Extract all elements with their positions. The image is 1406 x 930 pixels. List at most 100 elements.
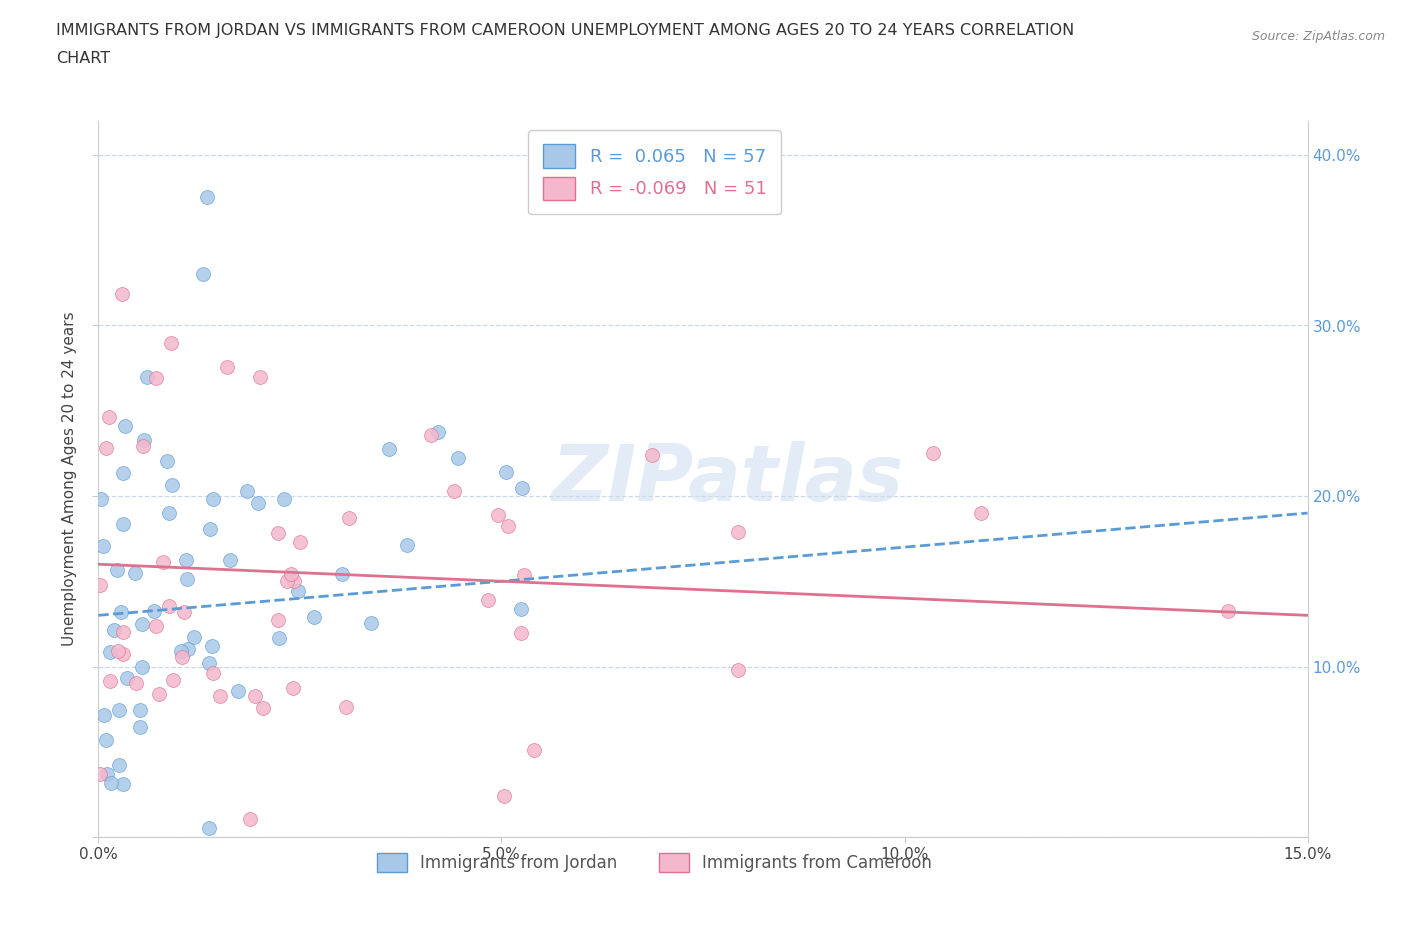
Point [89, 578, 111, 592]
Point [477, 593, 499, 608]
Point [157, 505, 180, 520]
Point [98, 673, 121, 688]
Point [111, 286, 134, 301]
Point [103, 623, 125, 638]
Point [509, 602, 531, 617]
Point [195, 190, 218, 205]
Point [510, 481, 533, 496]
Point [443, 484, 465, 498]
Point [177, 642, 200, 657]
Point [94, 733, 117, 748]
Text: IMMIGRANTS FROM JORDAN VS IMMIGRANTS FROM CAMEROON UNEMPLOYMENT AMONG AGES 20 TO: IMMIGRANTS FROM JORDAN VS IMMIGRANTS FRO… [56, 23, 1074, 38]
Point [486, 508, 509, 523]
Point [100, 776, 122, 790]
Point [276, 573, 298, 588]
Point [395, 538, 418, 552]
Point [201, 492, 224, 507]
Point [922, 445, 945, 460]
Point [239, 812, 262, 827]
Point [288, 535, 311, 550]
Point [215, 359, 238, 374]
Point [145, 370, 167, 385]
Point [89, 767, 111, 782]
Point [112, 517, 135, 532]
Point [160, 335, 183, 350]
Point [273, 492, 295, 507]
Point [496, 518, 519, 533]
Point [125, 676, 148, 691]
Point [523, 742, 546, 757]
Point [641, 447, 664, 462]
Point [132, 439, 155, 454]
Point [152, 554, 174, 569]
Point [132, 432, 155, 447]
Point [513, 568, 536, 583]
Point [509, 626, 531, 641]
Point [135, 369, 157, 384]
Point [105, 562, 128, 577]
Point [218, 552, 240, 567]
Point [173, 605, 195, 620]
Point [267, 612, 290, 627]
Point [183, 630, 205, 644]
Point [111, 466, 134, 481]
Point [114, 418, 136, 433]
Point [252, 700, 274, 715]
Point [243, 689, 266, 704]
Point [495, 464, 517, 479]
Point [419, 428, 441, 443]
Point [93, 708, 115, 723]
Point [148, 686, 170, 701]
Point [283, 574, 305, 589]
Point [98, 645, 121, 660]
Point [200, 639, 222, 654]
Point [91, 538, 114, 553]
Point [494, 789, 516, 804]
Point [236, 484, 259, 498]
Point [170, 644, 193, 659]
Point [117, 671, 139, 685]
Point [304, 609, 326, 624]
Point [969, 505, 991, 520]
Point [447, 451, 470, 466]
Point [281, 681, 304, 696]
Point [170, 650, 193, 665]
Point [142, 604, 165, 619]
Point [198, 522, 221, 537]
Point [267, 525, 290, 540]
Point [129, 703, 152, 718]
Point [267, 631, 290, 645]
Point [110, 604, 132, 619]
Point [727, 525, 749, 539]
Point [193, 267, 215, 282]
Point [287, 583, 309, 598]
Point [157, 599, 180, 614]
Point [107, 644, 129, 658]
Point [337, 511, 360, 525]
Legend: Immigrants from Jordan, Immigrants from Cameroon: Immigrants from Jordan, Immigrants from … [370, 846, 939, 879]
Point [226, 684, 249, 698]
Text: ZIPatlas: ZIPatlas [551, 441, 903, 517]
Point [202, 665, 225, 680]
Text: Source: ZipAtlas.com: Source: ZipAtlas.com [1251, 30, 1385, 43]
Point [97, 409, 120, 424]
Point [360, 616, 382, 631]
Y-axis label: Unemployment Among Ages 20 to 24 years: Unemployment Among Ages 20 to 24 years [62, 312, 77, 646]
Point [160, 478, 183, 493]
Point [249, 369, 271, 384]
Point [96, 767, 118, 782]
Point [197, 821, 219, 836]
Point [111, 777, 134, 791]
Point [335, 699, 357, 714]
Point [129, 720, 152, 735]
Point [176, 572, 198, 587]
Point [145, 618, 167, 633]
Point [90, 492, 112, 507]
Point [108, 758, 131, 773]
Point [112, 625, 135, 640]
Point [377, 442, 399, 457]
Point [156, 454, 179, 469]
Point [280, 566, 302, 581]
Text: CHART: CHART [56, 51, 110, 66]
Point [426, 425, 449, 440]
